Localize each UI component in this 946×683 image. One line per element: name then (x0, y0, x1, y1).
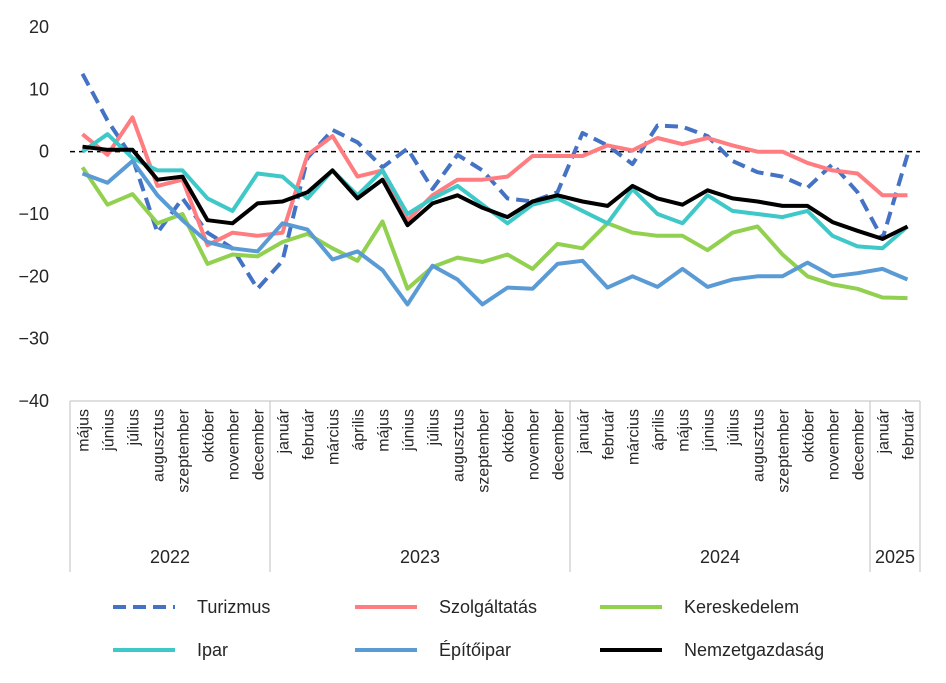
year-label-2023: 2023 (400, 547, 440, 567)
y-tick-label-0: 20 (29, 17, 49, 37)
x-tick-label-31: december (851, 408, 868, 480)
legend-label-4: Építőipar (439, 640, 511, 660)
x-tick-label-19: december (551, 408, 568, 480)
series-line-építőipar (81, 159, 909, 307)
legend-label-0: Turizmus (197, 597, 270, 617)
series-line-nemzetgazdaság (82, 144, 909, 241)
x-tick-label-22: március (626, 409, 643, 465)
x-tick-label-6: november (226, 408, 243, 480)
x-tick-label-29: október (801, 408, 818, 462)
x-tick-label-7: december (251, 408, 268, 480)
x-tick-label-2: július (126, 409, 143, 446)
year-label-2025: 2025 (875, 547, 915, 567)
x-tick-label-13: június (401, 409, 418, 452)
x-axis: május június július augusztus szeptember októ… (69, 400, 921, 572)
y-tick-label-2: 0 (39, 142, 49, 162)
y-tick-label-1: 10 (29, 79, 49, 99)
legend-label-2: Kereskedelem (684, 597, 799, 617)
series-line-turizmus (80, 72, 910, 291)
x-tick-label-14: július (426, 409, 443, 446)
x-tick-label-10: március (326, 409, 343, 465)
x-tick-label-25: június (701, 409, 718, 452)
x-tick-label-5: október (201, 408, 218, 462)
x-tick-label-28: szeptember (776, 408, 793, 492)
x-tick-label-33: február (901, 408, 918, 459)
x-tick-label-4: szeptember (176, 408, 193, 492)
legend-label-3: Ipar (197, 640, 228, 660)
x-tick-label-17: október (501, 408, 518, 462)
x-tick-label-15: augusztus (451, 409, 468, 482)
x-tick-label-9: február (301, 408, 318, 459)
x-tick-label-11: április (351, 409, 368, 451)
x-tick-label-0: május (76, 409, 93, 452)
x-tick-label-26: július (726, 409, 743, 446)
x-tick-label-23: április (651, 409, 668, 451)
y-axis: 20 10 0 −10 −20 −30 −40 (18, 17, 49, 411)
y-tick-label-5: −30 (18, 329, 49, 349)
x-tick-label-8: január (276, 408, 293, 454)
x-tick-label-24: május (676, 409, 693, 452)
y-tick-label-6: −40 (18, 391, 49, 411)
series-line-kereskedelem (80, 166, 908, 301)
series-line-szolgáltatás (81, 115, 908, 248)
legend: Turizmus Szolgáltatás Kereskedelem Ipar Épít… (113, 597, 824, 660)
x-tick-label-1: június (101, 409, 118, 452)
y-tick-label-4: −20 (18, 266, 49, 286)
year-label-2022: 2022 (150, 547, 190, 567)
x-tick-label-21: február (601, 408, 618, 459)
x-tick-label-27: augusztus (751, 409, 768, 482)
x-tick-label-32: január (876, 408, 893, 454)
x-tick-label-12: május (376, 409, 393, 452)
y-tick-label-3: −10 (18, 204, 49, 224)
x-tick-label-16: szeptember (476, 408, 493, 492)
series-lines (80, 72, 910, 307)
legend-label-1: Szolgáltatás (439, 597, 537, 617)
x-tick-label-30: november (826, 408, 843, 480)
x-tick-label-18: november (526, 408, 543, 480)
year-label-2024: 2024 (700, 547, 740, 567)
x-tick-label-3: augusztus (151, 409, 168, 482)
x-tick-label-20: január (576, 408, 593, 454)
legend-label-5: Nemzetgazdaság (684, 640, 824, 660)
